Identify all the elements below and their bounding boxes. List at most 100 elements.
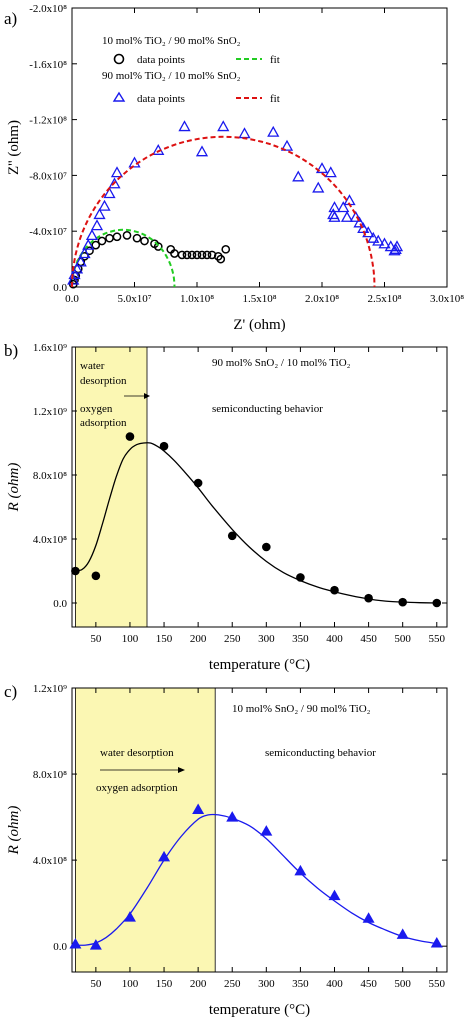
- panel-b-composition-label: 90 mol% SnO₂ / 10 mol% TiO₂: [212, 357, 351, 369]
- highlight-region: [75, 346, 148, 628]
- data-point-triangle: [67, 273, 80, 285]
- x-tick-label: 5.0x10⁷: [117, 293, 151, 305]
- x-tick-label: 0.0: [65, 293, 79, 305]
- panel-b-arrow-head: [144, 393, 150, 399]
- y-tick-label: 0.0: [53, 282, 67, 294]
- data-point-triangle: [128, 156, 141, 168]
- plot-frame: [71, 346, 448, 628]
- x-tick-label: 550: [429, 978, 446, 990]
- x-tick-label: 250: [224, 633, 241, 645]
- legend-circle-marker: [113, 53, 125, 65]
- x-tick-label: 400: [326, 978, 343, 990]
- panel-c-resistance-plot: c) R (ohm) temperature (°C) 10 mol% SnO₂…: [4, 682, 448, 1018]
- data-point-triangle: [85, 229, 99, 241]
- data-point-circle: [216, 254, 226, 264]
- x-tick-label: 450: [360, 978, 377, 990]
- panel-a-y-axis-label: Z'' (ohm): [6, 120, 22, 175]
- panel-b-x-axis-label: temperature (°C): [209, 657, 310, 673]
- panel-b-y-axis-label: R (ohm): [6, 463, 22, 513]
- fit-curve: [75, 813, 437, 946]
- fit-arc: [71, 135, 376, 288]
- legend-group2-fit-label: fit: [270, 93, 280, 105]
- panel-c-water-desorption-label: water desorption: [100, 747, 174, 759]
- data-point-circle: [182, 250, 192, 260]
- x-tick-label: 1.5x10⁸: [242, 293, 276, 305]
- legend-triangle-marker: [112, 91, 126, 102]
- data-point-circle: [112, 232, 122, 242]
- legend-group1-points-label: data points: [137, 54, 185, 66]
- data-point-circle: [91, 240, 101, 250]
- data-point-triangle: [328, 210, 341, 222]
- panel-a-x-axis-label: Z' (ohm): [233, 317, 285, 333]
- data-point-circle: [105, 233, 114, 243]
- data-point-triangle: [353, 216, 366, 228]
- y-tick-label: -1.6x10⁸: [29, 59, 67, 71]
- data-point-circle: [132, 233, 142, 243]
- legend-group1-fit-label: fit: [270, 54, 280, 66]
- data-point-triangle: [110, 166, 124, 178]
- data-point-triangle: [312, 181, 325, 193]
- data-point-triangle: [68, 268, 81, 280]
- data-point-circle: [122, 231, 132, 240]
- data-point-triangle: [384, 240, 397, 252]
- data-point-circle: [177, 250, 187, 260]
- data-point-circle: [202, 250, 212, 260]
- data-point-circle: [227, 531, 237, 541]
- x-tick-label: 250: [224, 978, 241, 990]
- legend-group2-title: 90 mol% TiO₂ / 10 mol% SnO₂: [102, 70, 241, 82]
- data-point-triangle: [217, 120, 230, 132]
- x-tick-label: 1.0x10⁸: [180, 293, 214, 305]
- data-point-triangle: [98, 199, 111, 211]
- x-tick-label: 100: [122, 978, 139, 990]
- data-point-circle: [197, 250, 207, 260]
- data-point-triangle: [396, 928, 409, 939]
- panel-b-desorption-label: desorption: [80, 375, 127, 387]
- y-tick-label: -2.0x10⁸: [29, 3, 67, 15]
- panel-c-semiconducting-label: semiconducting behavior: [265, 747, 376, 759]
- data-point-circle: [97, 236, 107, 246]
- data-point-triangle: [195, 145, 209, 157]
- x-tick-label: 300: [258, 633, 275, 645]
- data-point-triangle: [90, 219, 104, 231]
- panel-c-letter: c): [4, 682, 17, 701]
- data-point-circle: [153, 242, 163, 251]
- data-point-triangle: [108, 177, 121, 189]
- x-tick-label: 50: [90, 978, 102, 990]
- panel-a-letter: a): [4, 9, 17, 28]
- x-tick-label: 2.5x10⁸: [367, 293, 401, 305]
- x-tick-label: 450: [360, 633, 377, 645]
- data-point-triangle: [123, 911, 136, 922]
- plot-frame: [71, 687, 448, 973]
- data-point-circle: [187, 250, 197, 260]
- x-tick-label: 200: [190, 978, 207, 990]
- legend-group2-points-label: data points: [137, 93, 185, 105]
- data-point-triangle: [103, 187, 116, 199]
- data-point-triangle: [70, 262, 84, 274]
- data-point-triangle: [430, 936, 443, 948]
- panel-c-oxygen-adsorption-label: oxygen adsorption: [96, 782, 178, 794]
- y-tick-label: 8.0x10⁸: [33, 470, 67, 482]
- panel-b-resistance-plot: b) R (ohm) temperature (°C) 90 mol% SnO₂…: [4, 341, 448, 673]
- data-point-triangle: [280, 139, 294, 151]
- highlight-region: [75, 687, 216, 973]
- x-tick-label: 300: [258, 978, 275, 990]
- x-tick-label: 350: [292, 978, 309, 990]
- panel-c-composition-label: 10 mol% SnO₂ / 90 mol% TiO₂: [232, 703, 371, 715]
- data-point-circle: [192, 250, 202, 260]
- x-tick-label: 200: [190, 633, 207, 645]
- data-point-triangle: [294, 864, 307, 876]
- data-point-triangle: [362, 226, 375, 238]
- data-point-triangle: [328, 201, 341, 213]
- y-tick-label: 1.2x10⁹: [33, 683, 67, 695]
- data-point-triangle: [337, 201, 350, 213]
- x-tick-label: 2.0x10⁸: [305, 293, 339, 305]
- x-tick-label: 50: [90, 633, 102, 645]
- data-point-triangle: [93, 208, 106, 220]
- y-tick-label: 4.0x10⁸: [33, 855, 67, 867]
- data-point-triangle: [178, 120, 191, 132]
- y-tick-label: 4.0x10⁸: [33, 534, 67, 546]
- data-point-circle: [221, 244, 231, 254]
- y-tick-label: -8.0x10⁷: [29, 170, 67, 182]
- data-point-circle: [193, 478, 203, 488]
